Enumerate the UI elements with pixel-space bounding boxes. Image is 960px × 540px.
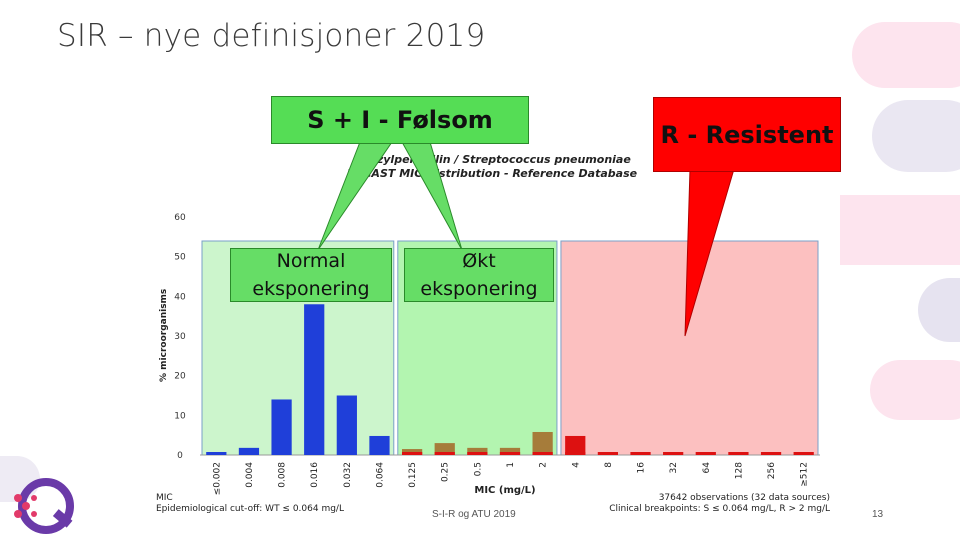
callout-normal-line2: eksponering (252, 278, 370, 300)
slide-footer: S-I-R og ATU 2019 (432, 509, 516, 520)
company-logo (14, 478, 74, 534)
bar-1 (238, 447, 260, 455)
decor-shape-pink-3 (870, 360, 960, 420)
bar-8 (467, 447, 488, 455)
x-tick-label: 0.008 (278, 462, 288, 488)
callout-resistant: R - Resistent (653, 97, 841, 172)
callout-increased-exposure: Økt eksponering (404, 248, 554, 302)
bar-18 (793, 452, 814, 455)
x-tick-label: ≥512 (800, 462, 810, 487)
y-tick-label: 10 (174, 411, 186, 421)
decor-shape-pink-2 (840, 195, 960, 265)
x-tick-label: 0.016 (310, 462, 320, 488)
x-tick-label: ≤0.002 (212, 462, 222, 495)
bar-base-10 (532, 452, 553, 455)
bar-base-7 (434, 452, 455, 455)
ecoff-note: Epidemiological cut-off: WT ≤ 0.064 mg/L (156, 504, 344, 514)
decor-shape-lavender-1 (872, 100, 960, 172)
bar-base-8 (467, 452, 488, 455)
bar-14 (663, 452, 684, 455)
x-tick-label: 256 (767, 462, 777, 479)
chart-labels: Benzylpenicillin / Streptococcus pneumon… (156, 153, 830, 514)
bar-10 (532, 431, 553, 455)
page-number: 13 (872, 509, 884, 520)
y-tick-label: 30 (174, 332, 186, 342)
decor-shape-lavender-3 (0, 456, 40, 502)
y-axis-label: % microorganisms (159, 289, 169, 382)
x-tick-label: 0.5 (473, 462, 483, 476)
bar-9 (499, 447, 521, 455)
y-tick-label: 50 (174, 253, 186, 263)
y-tick-label: 20 (174, 372, 186, 382)
x-axis-label: MIC (mg/L) (474, 485, 535, 496)
callout-normal-exposure: Normal eksponering (230, 248, 392, 302)
x-tick-label: 32 (669, 462, 679, 473)
chart-subtitle: EUCAST MIC Distribution - Reference Data… (347, 167, 638, 180)
x-tick-label: 0.25 (441, 462, 451, 482)
breakpoints-note: Clinical breakpoints: S ≤ 0.064 mg/L, R … (609, 504, 830, 514)
x-tick-label: 0.004 (245, 462, 255, 488)
bar-base-9 (499, 452, 521, 455)
x-tick-label: 8 (604, 462, 614, 468)
callout-okt-line2: eksponering (420, 278, 538, 300)
x-tick-label: 4 (571, 462, 581, 468)
bar-4 (336, 395, 357, 455)
x-tick-label: 0.125 (408, 462, 418, 488)
y-tick-label: 60 (174, 213, 186, 223)
chart-title: Benzylpenicillin / Streptococcus pneumon… (353, 153, 631, 166)
callout-s-i-sensitive: S + I - Følsom (271, 96, 529, 144)
bar-2 (271, 399, 292, 455)
bar-12 (597, 452, 619, 455)
bar-3 (304, 304, 325, 455)
callout-okt-line1: Økt (462, 250, 496, 272)
callout-pointer-left (317, 141, 393, 251)
bar-17 (760, 452, 782, 455)
chart-bars (206, 304, 814, 455)
y-tick-label: 0 (177, 451, 183, 461)
x-tick-label: 2 (539, 462, 549, 468)
bar-15 (695, 452, 716, 455)
x-tick-label: 0.064 (375, 462, 385, 488)
callout-normal-line1: Normal (276, 250, 346, 272)
bar-5 (369, 435, 390, 455)
observations-note: 37642 observations (32 data sources) (659, 493, 830, 503)
x-tick-label: 1 (506, 462, 516, 468)
bar-base-6 (401, 452, 423, 455)
bar-0 (206, 452, 227, 455)
x-tick-label: 16 (637, 462, 647, 474)
bar-base-11 (565, 452, 586, 455)
x-tick-label: 128 (734, 462, 744, 479)
bar-16 (728, 452, 749, 455)
slide-title: SIR – nye definisjoner 2019 (57, 18, 486, 54)
bar-13 (630, 452, 651, 455)
mic-label: MIC (156, 493, 173, 503)
decor-shape-pink-1 (852, 22, 960, 88)
x-tick-label: 0.032 (343, 462, 353, 488)
x-tick-label: 64 (702, 462, 712, 474)
bar-11 (565, 435, 586, 455)
bar-7 (434, 443, 455, 455)
y-tick-label: 40 (174, 292, 186, 302)
